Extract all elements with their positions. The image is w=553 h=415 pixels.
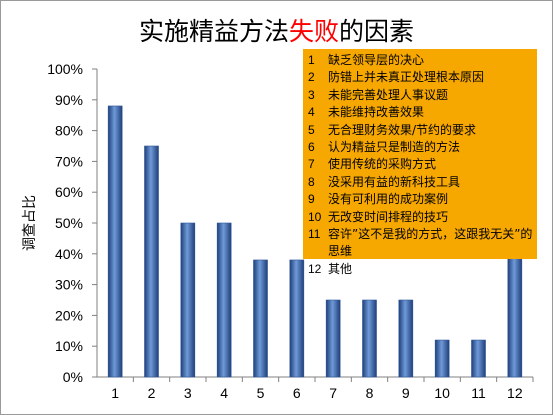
y-tick-label: 40% (55, 246, 83, 262)
legend-item: 5 无合理财务效果/节约的要求 (308, 122, 533, 139)
x-tick-label: 5 (257, 385, 265, 401)
title-highlight: 失败 (288, 17, 339, 46)
y-tick-label: 10% (55, 338, 83, 354)
legend-item-text: 没有可利用的成功案例 (328, 192, 449, 207)
legend-item: 11 容许”这不是我的方式，这跟我无关”的思维 (308, 226, 533, 261)
legend-item: 3 未能完善处理人事议题 (308, 87, 533, 104)
y-axis-label: 调查占比 (22, 195, 38, 251)
bar-5 (253, 259, 268, 378)
legend-item-text: 使用传统的采购方式 (328, 157, 437, 172)
y-tick-label: 0% (63, 369, 83, 385)
y-axis: 0% 10% 20% 30% 40% 50% 60% 70% 80% 90% 100% (47, 61, 98, 385)
x-axis: 1 2 3 4 5 6 7 8 9 10 11 12 (97, 376, 534, 401)
legend-item-number: 1 (308, 53, 315, 67)
x-tick-label: 11 (471, 385, 486, 401)
legend-item: 2 防错上并未真正处理根本原因 (308, 69, 533, 86)
legend-item-text: 未能维持改善效果 (328, 105, 425, 120)
legend-item-text: 缺乏领导层的决心 (328, 53, 425, 67)
bar-11 (471, 339, 486, 378)
legend-item-text: 无合理财务效果/节约的要求 (328, 122, 477, 137)
legend-item: 1 缺乏领导层的决心 (308, 52, 533, 69)
legend-box: 1 缺乏领导层的决心 2 防错上并未真正处理根本原因 3 未能完善处理人事议题 4 未能维持改… (303, 49, 537, 276)
x-tick-label: 4 (220, 385, 228, 401)
legend-item-number: 3 (308, 87, 315, 102)
y-tick-label: 80% (55, 123, 83, 139)
x-tick-label: 7 (329, 385, 337, 401)
y-tick-label: 20% (55, 307, 83, 323)
legend-item-number: 10 (308, 209, 322, 224)
bar-6 (289, 259, 305, 378)
legend-item-text: 无改变时间排程的技巧 (328, 209, 449, 224)
y-tick-label: 90% (55, 92, 83, 108)
bar-3 (180, 222, 196, 378)
bar-7 (325, 299, 341, 378)
y-tick-label: 50% (55, 215, 83, 231)
y-tick-label: 70% (55, 153, 83, 169)
legend-item-number: 12 (308, 261, 322, 276)
legend-item-text: 其他 (328, 261, 353, 276)
legend-item-number: 9 (308, 192, 315, 207)
x-tick-label: 3 (184, 385, 192, 401)
legend-item-number: 8 (308, 174, 315, 189)
bar-8 (362, 299, 377, 378)
x-tick-label: 1 (111, 385, 119, 401)
legend-item: 12 其他 (308, 261, 533, 278)
legend-item-number: 5 (308, 122, 315, 137)
y-tick-label: 30% (55, 277, 83, 293)
legend-item-text: 没采用有益的新科技工具 (328, 174, 461, 189)
legend-item-number: 11 (308, 227, 321, 242)
x-tick-label: 8 (366, 385, 374, 401)
legend-item-text: 未能完善处理人事议题 (328, 87, 449, 102)
legend-item: 9 没有可利用的成功案例 (308, 191, 533, 208)
legend-item-number: 7 (308, 157, 315, 172)
x-tick-label: 10 (434, 385, 450, 401)
legend-item-number: 6 (308, 140, 315, 155)
legend-item-number: 2 (308, 70, 315, 85)
chart-title: 实施精益方法失败的因素 (0, 12, 553, 48)
x-tick-label: 9 (402, 385, 410, 401)
legend-item-text: 防错上并未真正处理根本原因 (328, 70, 485, 85)
title-part-2: 的因素 (339, 17, 415, 46)
bar-10 (434, 339, 450, 378)
legend-item: 10 无改变时间排程的技巧 (308, 209, 533, 226)
legend-item-number: 4 (308, 105, 315, 120)
bar-2 (144, 145, 159, 378)
bar-4 (216, 222, 232, 378)
y-tick-label: 60% (55, 184, 83, 200)
legend-item: 7 使用传统的采购方式 (308, 156, 533, 173)
x-tick-label: 12 (507, 385, 523, 401)
bars (107, 105, 523, 378)
bar-1 (107, 105, 123, 378)
bar-9 (398, 299, 414, 378)
title-part-1: 实施精益方法 (138, 17, 289, 46)
legend-item: 6 认为精益只是制造的方法 (308, 139, 533, 156)
x-tick-label: 2 (148, 385, 156, 401)
x-tick-label: 6 (293, 385, 301, 401)
legend-item-text: 认为精益只是制造的方法 (328, 140, 461, 155)
legend-item: 4 未能维持改善效果 (308, 104, 533, 121)
legend-item: 8 没采用有益的新科技工具 (308, 174, 533, 191)
y-tick-label: 100% (47, 61, 83, 77)
legend-item-text: 容许”这不是我的方式，这跟我无关”的思维 (328, 227, 533, 259)
